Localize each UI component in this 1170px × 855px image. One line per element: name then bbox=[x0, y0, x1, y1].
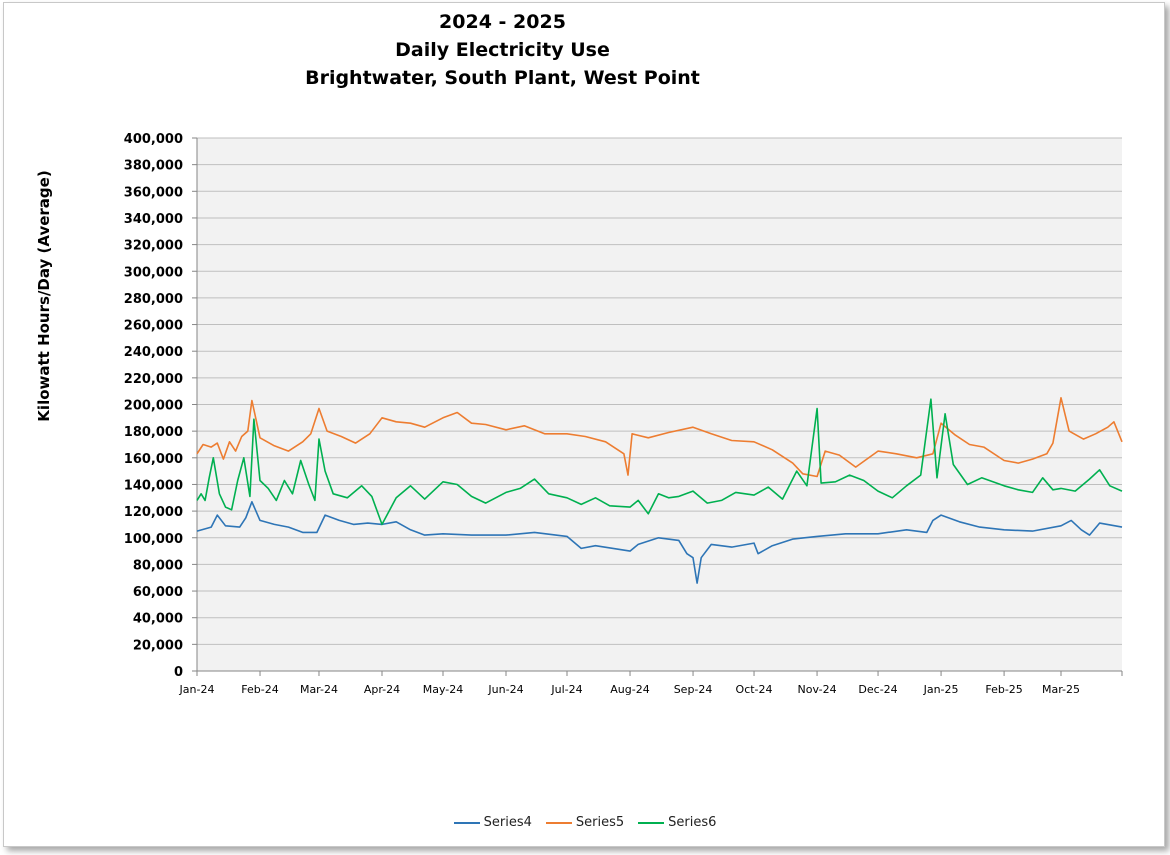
series-line-series4 bbox=[196, 500, 1123, 584]
legend-swatch bbox=[545, 821, 572, 824]
series-line-series5 bbox=[196, 396, 1123, 478]
x-tick-label: Apr-24 bbox=[364, 683, 400, 696]
legend-label: Series6 bbox=[668, 815, 717, 830]
x-tick-label: Jun-24 bbox=[487, 683, 523, 696]
y-tick-label: 380,000 bbox=[124, 159, 183, 174]
chart-legend: Series4 Series5 Series6 bbox=[0, 815, 1170, 830]
legend-swatch bbox=[638, 821, 665, 824]
y-tick-label: 340,000 bbox=[124, 212, 183, 227]
y-tick-label: 360,000 bbox=[124, 185, 183, 200]
y-tick-label: 320,000 bbox=[124, 239, 183, 254]
y-tick-label: 280,000 bbox=[124, 292, 183, 307]
x-tick-label: Jan-25 bbox=[923, 683, 959, 696]
y-tick-label: 20,000 bbox=[133, 638, 183, 653]
y-tick-label: 260,000 bbox=[124, 319, 183, 334]
x-tick-label: Dec-24 bbox=[858, 683, 897, 696]
x-tick-label: Jan-24 bbox=[179, 683, 215, 696]
x-tick-label: Sep-24 bbox=[674, 683, 713, 696]
legend-item-series4: Series4 bbox=[453, 815, 532, 830]
x-tick-label: Feb-24 bbox=[241, 683, 278, 696]
y-tick-label: 120,000 bbox=[124, 505, 183, 520]
y-tick-label: 100,000 bbox=[124, 532, 183, 547]
y-tick-label: 240,000 bbox=[124, 345, 183, 360]
x-tick-label: Feb-25 bbox=[985, 683, 1022, 696]
y-tick-label: 0 bbox=[174, 665, 183, 680]
y-tick-label: 220,000 bbox=[124, 372, 183, 387]
chart-title-line-1: 2024 - 2025 bbox=[439, 11, 566, 33]
legend-label: Series4 bbox=[483, 815, 532, 830]
legend-label: Series5 bbox=[575, 815, 625, 830]
x-tick-label: Mar-24 bbox=[300, 683, 338, 696]
legend-swatch bbox=[453, 821, 480, 824]
y-tick-label: 60,000 bbox=[133, 585, 183, 600]
y-tick-label: 160,000 bbox=[124, 452, 183, 467]
y-tick-label: 80,000 bbox=[133, 558, 183, 573]
y-tick-label: 400,000 bbox=[124, 132, 183, 147]
x-tick-label: Aug-24 bbox=[610, 683, 649, 696]
legend-item-series6: Series6 bbox=[638, 815, 716, 830]
x-tick-label: Oct-24 bbox=[736, 683, 773, 696]
x-tick-label: Jul-24 bbox=[550, 683, 582, 696]
y-tick-label: 40,000 bbox=[133, 612, 183, 627]
x-tick-label: Nov-24 bbox=[797, 683, 836, 696]
y-tick-label: 140,000 bbox=[124, 478, 183, 493]
chart-title: 2024 - 2025 Daily Electricity Use Bright… bbox=[0, 8, 1005, 92]
x-tick-label: Mar-25 bbox=[1042, 683, 1080, 696]
y-tick-label: 200,000 bbox=[124, 399, 183, 414]
y-tick-label: 300,000 bbox=[124, 265, 183, 280]
legend-item-series5: Series5 bbox=[545, 815, 625, 830]
chart-title-line-3: Brightwater, South Plant, West Point bbox=[305, 67, 700, 89]
y-tick-label: 180,000 bbox=[124, 425, 183, 440]
chart-title-line-2: Daily Electricity Use bbox=[395, 39, 610, 61]
x-tick-label: May-24 bbox=[423, 683, 464, 696]
series-line-series6 bbox=[196, 398, 1123, 526]
